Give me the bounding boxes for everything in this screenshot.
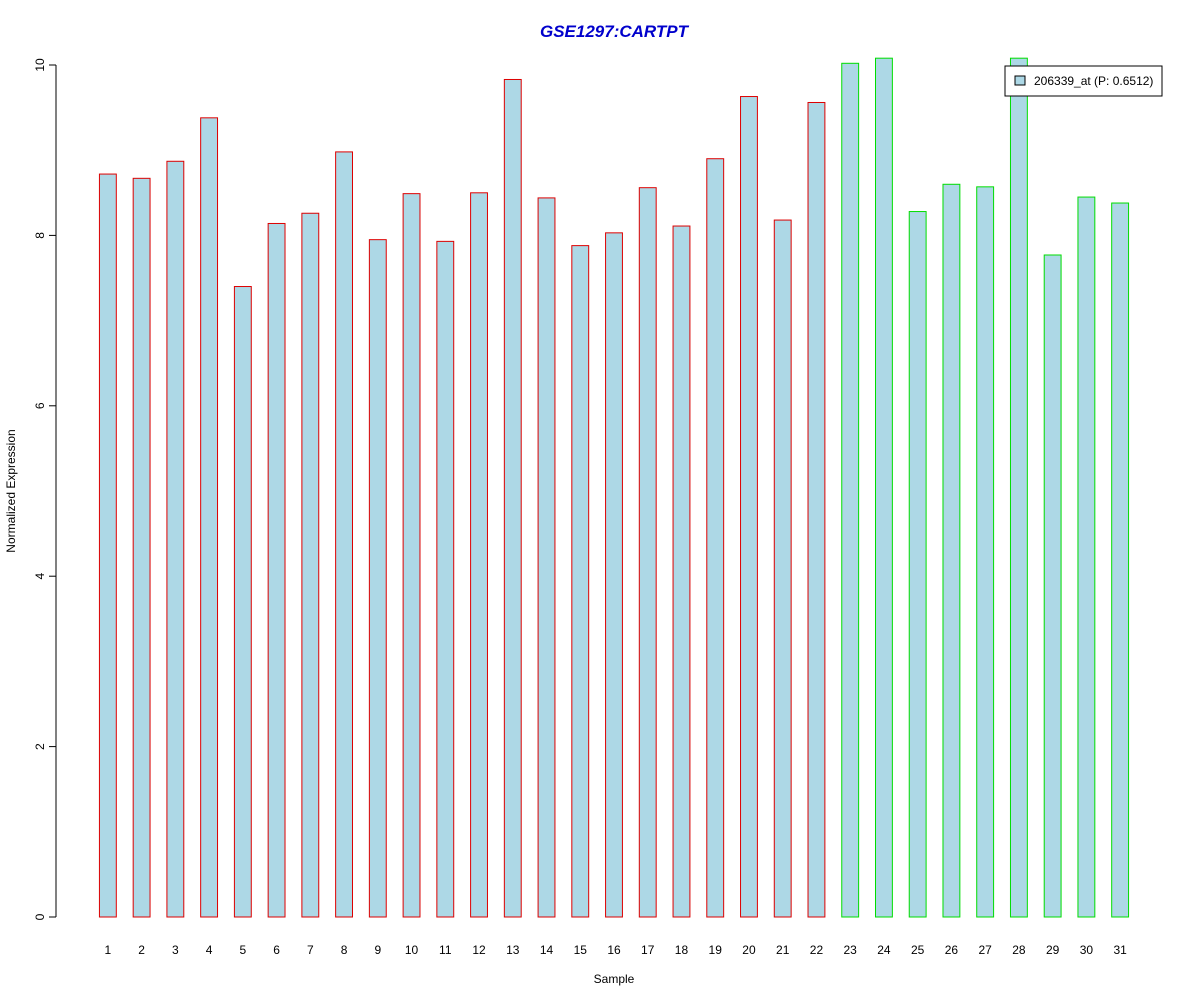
x-tick-label: 19 [709,943,723,957]
bar-sample-22 [807,101,826,918]
x-tick-label: 4 [206,943,213,957]
x-tick-label: 31 [1113,943,1127,957]
x-tick-label: 1 [105,943,112,957]
y-axis: 0 2 4 6 8 10 [33,58,57,920]
bar-sample-21 [773,219,792,918]
bar-sample-10 [402,193,421,918]
x-tick-label: 3 [172,943,179,957]
bar-sample-1 [98,173,117,918]
x-tick-label: 16 [607,943,621,957]
x-tick-label: 15 [574,943,588,957]
y-tick-label: 10 [33,58,47,72]
y-axis-title: Normalized Expression [4,429,18,552]
bar-sample-9 [368,239,387,918]
legend-box [1004,65,1163,97]
bar-sample-2 [132,177,151,918]
x-tick-label: 5 [239,943,246,957]
bar-sample-14 [537,197,556,918]
x-tick-label: 17 [641,943,655,957]
bar-sample-23 [841,62,860,918]
x-tick-label: 2 [138,943,145,957]
x-tick-label: 10 [405,943,419,957]
y-tick-label: 2 [33,743,47,750]
x-tick-label: 26 [945,943,959,957]
legend-label: 206339_at (P: 0.6512) [1034,74,1153,88]
bar-sample-3 [166,160,185,918]
y-tick-label: 8 [33,232,47,239]
x-tick-label: 29 [1046,943,1060,957]
x-tick-label: 12 [472,943,486,957]
bar-sample-6 [267,222,286,918]
x-tick-labels: 1 2 3 4 5 6 7 8 9 10 11 12 13 14 15 16 17 18 19 20 21 22 23 24 2… [105,943,1128,957]
bar-sample-7 [301,212,320,918]
bar-sample-18 [672,225,691,918]
x-tick-label: 24 [877,943,891,957]
x-tick-label: 18 [675,943,689,957]
legend-swatch [1014,75,1026,86]
chart-title: GSE1297:CARTPT [540,22,690,41]
x-tick-label: 28 [1012,943,1026,957]
x-axis-title: Sample [594,972,635,986]
x-tick-label: 14 [540,943,554,957]
x-tick-label: 21 [776,943,790,957]
x-tick-label: 11 [439,943,452,957]
bar-sample-25 [908,211,927,918]
bar-sample-30 [1077,196,1096,918]
y-tick-label: 0 [33,913,47,920]
x-tick-label: 22 [810,943,824,957]
x-tick-label: 25 [911,943,925,957]
bar-sample-29 [1043,254,1062,918]
x-tick-label: 9 [374,943,381,957]
x-tick-label: 23 [844,943,858,957]
bar-sample-24 [875,57,893,918]
bar-sample-8 [335,151,353,918]
bar-sample-31 [1111,202,1130,918]
bar-sample-20 [740,96,758,918]
bars [98,57,1130,918]
x-tick-label: 7 [307,943,314,957]
bar-sample-19 [706,158,725,918]
legend: 206339_at (P: 0.6512) [1004,65,1163,97]
bar-sample-13 [503,78,522,918]
bar-sample-5 [233,286,252,918]
x-tick-label: 13 [506,943,520,957]
bar-sample-12 [470,192,488,918]
bar-sample-11 [436,240,455,918]
x-tick-label: 30 [1080,943,1094,957]
x-tick-label: 6 [273,943,280,957]
bar-sample-4 [200,117,219,918]
x-tick-label: 27 [978,943,992,957]
bar-sample-17 [638,187,657,918]
bar-sample-28 [1009,57,1028,918]
bar-sample-16 [605,232,623,918]
y-tick-label: 4 [33,573,47,580]
bar-sample-26 [942,183,961,918]
bar-sample-27 [976,186,995,918]
x-tick-label: 8 [341,943,348,957]
y-tick-label: 6 [33,402,47,409]
x-tick-label: 20 [742,943,756,957]
bar-sample-15 [571,245,590,918]
